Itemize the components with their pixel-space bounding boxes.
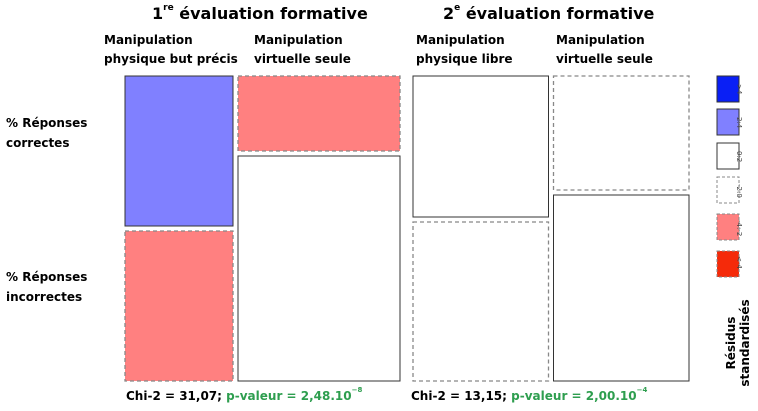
row-label-line: % Réponses bbox=[6, 270, 88, 284]
legend-swatch-3 bbox=[716, 142, 740, 170]
row-label-correctes: % Réponses correctes bbox=[6, 113, 87, 153]
mosaic-tile-c2-col2-row2 bbox=[553, 194, 690, 382]
legend-swatch-2 bbox=[716, 108, 740, 136]
col-label-line: Manipulation bbox=[254, 33, 343, 47]
legend-label-2-4: 2:4 bbox=[735, 117, 743, 129]
mosaic-tile-c1-col1-row2 bbox=[124, 230, 234, 382]
legend-swatch-1 bbox=[716, 75, 740, 103]
chi2-value-2: Chi-2 = 13,15; bbox=[411, 389, 507, 403]
title-2-num: 2 bbox=[443, 4, 455, 23]
legend-swatch-5 bbox=[716, 213, 740, 241]
col-label-line: Manipulation bbox=[556, 33, 645, 47]
p-value-1-exp: −8 bbox=[351, 386, 363, 394]
legend-swatch-4 bbox=[716, 176, 740, 204]
p-value-2-exp: −4 bbox=[636, 386, 648, 394]
title-2-sup: e bbox=[454, 3, 461, 13]
row-label-line: correctes bbox=[6, 136, 70, 150]
col-label-line: virtuelle seule bbox=[254, 52, 351, 66]
chart-title-1: 1re évaluation formative bbox=[152, 3, 368, 23]
legend-title-line: standardisés bbox=[738, 299, 752, 387]
col-label-line: Manipulation bbox=[416, 33, 505, 47]
p-value-2-label: p-valeur = 2,00.10 bbox=[511, 389, 637, 403]
mosaic-tile-c2-col2-row1 bbox=[552, 75, 690, 191]
chart-title-2: 2e évaluation formative bbox=[443, 3, 655, 23]
mosaic-tile-c2-col1-row1 bbox=[412, 75, 549, 218]
col-label-line: physique but précis bbox=[104, 52, 238, 66]
row-label-line: % Réponses bbox=[6, 116, 88, 130]
col-label-line: virtuelle seule bbox=[556, 52, 653, 66]
p-value-2: p-valeur = 2,00.10−4 bbox=[511, 386, 648, 403]
title-1-num: 1 bbox=[152, 4, 164, 23]
col-label-virtuelle-seule-2: Manipulation virtuelle seule bbox=[556, 31, 653, 69]
legend-title: Résidus standardisés bbox=[724, 298, 752, 388]
p-value-1: p-valeur = 2,48.10−8 bbox=[226, 386, 363, 403]
title-1-sup: re bbox=[163, 3, 174, 13]
col-label-physique-libre: Manipulation physique libre bbox=[416, 31, 513, 69]
legend-label-m2-0: -2:0 bbox=[735, 184, 743, 198]
legend-label-gt4: >4 bbox=[735, 84, 743, 95]
title-2-rest: évaluation formative bbox=[460, 4, 655, 23]
mosaic-tile-c1-col2-row2 bbox=[237, 155, 401, 382]
legend-title-line: Résidus bbox=[724, 316, 738, 370]
mosaic-tile-c1-col2-row1 bbox=[237, 75, 401, 152]
chi2-value-1: Chi-2 = 31,07; bbox=[126, 389, 222, 403]
legend-label-lt-m4: <-4 bbox=[735, 256, 743, 269]
mosaic-tile-c1-col1-row1 bbox=[124, 75, 234, 227]
col-label-virtuelle-seule-1: Manipulation virtuelle seule bbox=[254, 31, 351, 69]
p-value-1-label: p-valeur = 2,48.10 bbox=[226, 389, 352, 403]
title-1-rest: évaluation formative bbox=[173, 4, 368, 23]
mosaic-tile-c2-col1-row2 bbox=[412, 221, 550, 382]
stat-2: Chi-2 = 13,15; p-valeur = 2,00.10−4 bbox=[411, 386, 648, 403]
row-label-incorrectes: % Réponses incorrectes bbox=[6, 267, 87, 307]
col-label-physique-but-precis: Manipulation physique but précis bbox=[104, 31, 238, 69]
row-label-line: incorrectes bbox=[6, 290, 83, 304]
legend-label-0-2: 0:2 bbox=[735, 151, 743, 163]
stat-1: Chi-2 = 31,07; p-valeur = 2,48.10−8 bbox=[126, 386, 363, 403]
col-label-line: Manipulation bbox=[104, 33, 193, 47]
col-label-line: physique libre bbox=[416, 52, 513, 66]
legend-label-m4-m2: -4:-2 bbox=[735, 220, 743, 237]
legend-swatch-6 bbox=[716, 250, 740, 278]
